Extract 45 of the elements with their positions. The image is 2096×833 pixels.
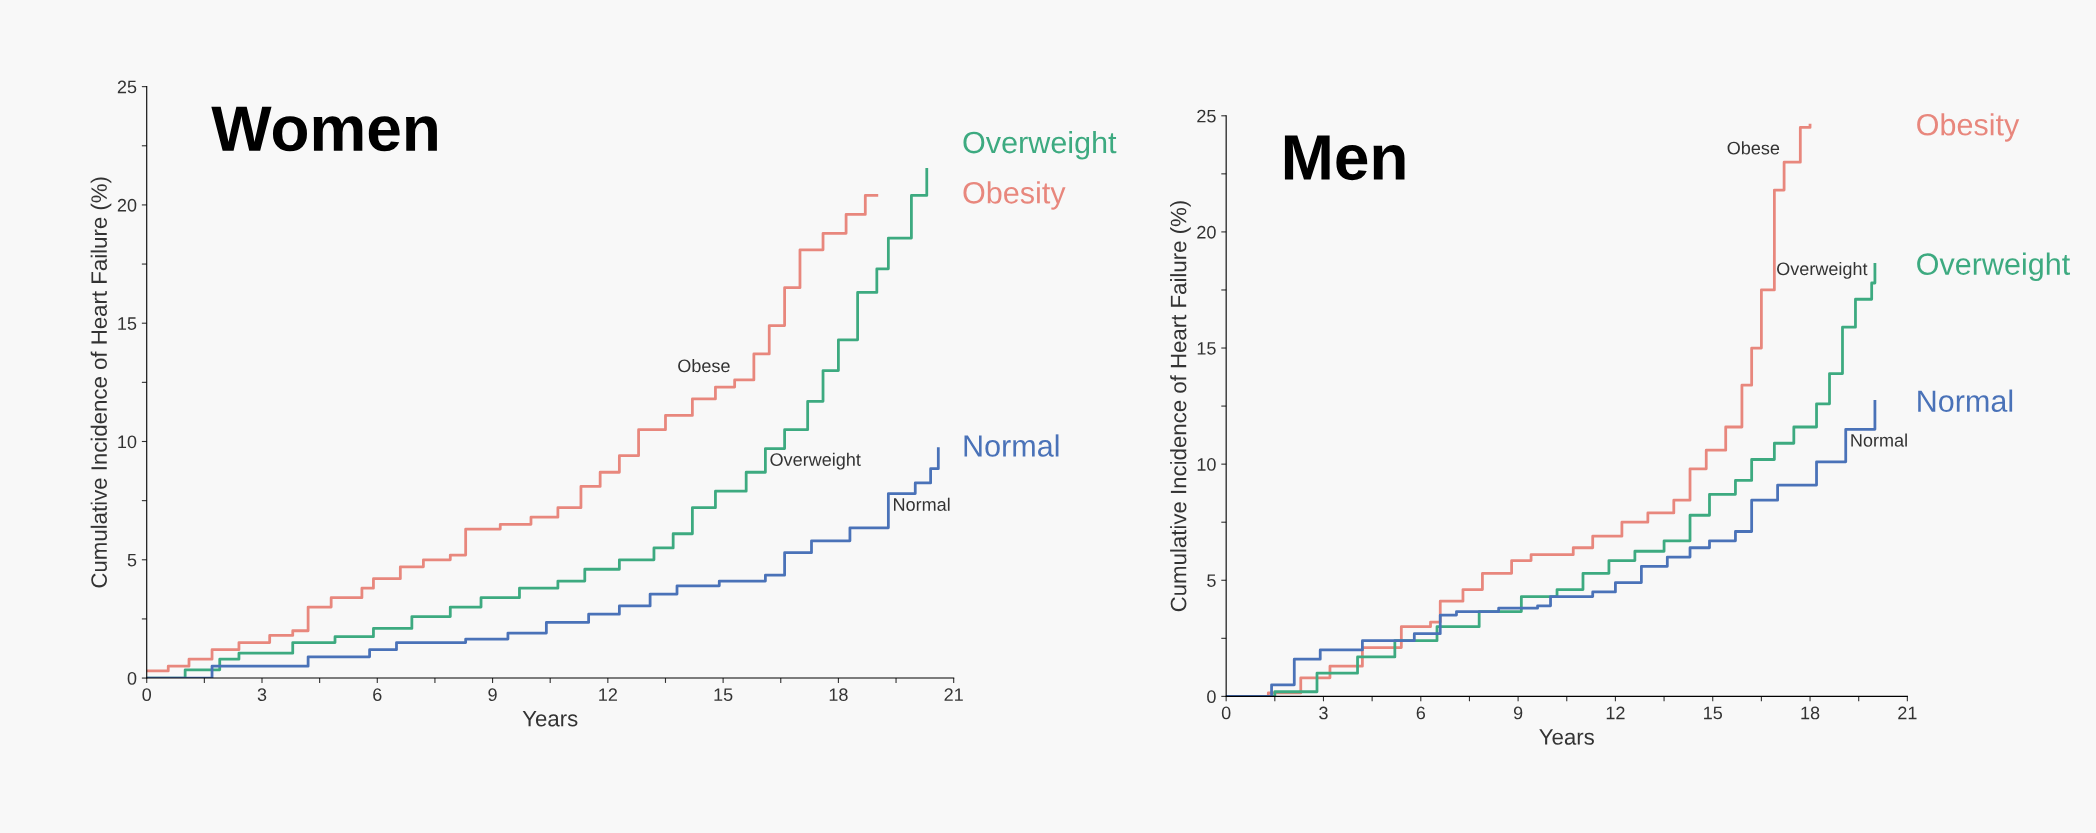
y-tick-label: 15 — [118, 317, 137, 330]
x-tick-label: 3 — [257, 688, 267, 702]
series-label: Normal — [1918, 389, 2013, 412]
series-label: Overweight — [963, 130, 1117, 160]
y-tick-label: 20 — [1197, 225, 1216, 239]
annotation: Overweight — [770, 452, 861, 470]
annotation: Obese — [1727, 141, 1780, 155]
x-tick-label: 12 — [599, 688, 617, 701]
x-tick-label: 12 — [1606, 706, 1625, 720]
y-tick-label: 10 — [1197, 458, 1216, 471]
x-tick-label: 6 — [1416, 706, 1426, 720]
annotation: Overweight — [1777, 262, 1868, 279]
y-tick-label: 25 — [117, 80, 137, 94]
x-tick-label: 9 — [488, 688, 497, 702]
series-label: Overweight — [1917, 252, 2071, 281]
text: Obesity — [1917, 113, 2020, 142]
annotation: Obese — [678, 358, 730, 373]
y-tick-label: 5 — [1207, 574, 1216, 587]
x-tick-label: 18 — [1801, 706, 1820, 720]
y-tick-label: 10 — [118, 435, 137, 449]
annotation: Normal — [894, 497, 950, 511]
x-tick-label: 21 — [944, 688, 963, 701]
series-label: Normal — [964, 434, 1059, 457]
x-axis-title: Years — [1539, 729, 1594, 745]
y-tick-label: 0 — [127, 672, 137, 685]
y-axis-title: Cumulative Incidence of Heart Failure (%) — [1170, 201, 1191, 612]
text: Obesity — [963, 181, 1066, 210]
x-tick-label: 21 — [1898, 706, 1917, 720]
y-tick-label: 25 — [1197, 109, 1216, 123]
x-axis-title: Years — [522, 710, 578, 727]
chart-title: Men — [1284, 135, 1405, 181]
chart-title: Women — [211, 106, 437, 152]
y-tick-label: 20 — [117, 198, 137, 212]
x-tick-label: 18 — [829, 688, 848, 702]
x-tick-label: 0 — [142, 688, 152, 702]
x-tick-label: 9 — [1513, 706, 1523, 720]
x-tick-label: 3 — [1319, 706, 1328, 720]
x-tick-label: 15 — [1704, 706, 1723, 720]
y-tick-label: 15 — [1197, 342, 1216, 355]
y-tick-label: 5 — [127, 553, 137, 567]
x-tick-label: 0 — [1221, 706, 1231, 720]
annotation: Normal — [1851, 433, 1907, 447]
y-axis-title: Cumulative Incidence of Heart Failure (%) — [90, 177, 112, 588]
x-tick-label: 6 — [373, 688, 382, 702]
x-tick-label: 15 — [714, 688, 733, 702]
